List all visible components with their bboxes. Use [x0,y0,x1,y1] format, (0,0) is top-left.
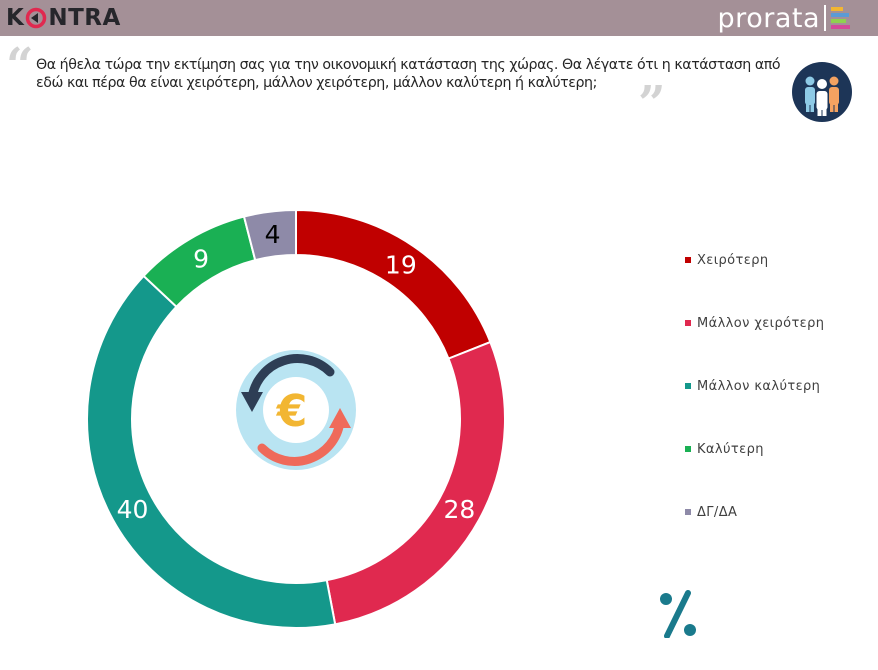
prorata-logo-separator [824,5,826,31]
kontra-logo-rest: NTRA [48,4,121,31]
legend-label: Μάλλον καλύτερη [697,378,821,394]
slice-rather-worse [325,340,506,626]
legend-swatch [685,383,691,389]
slice-rather-better [86,274,337,629]
header-bar: K NTRA prorata [0,0,878,36]
prorata-logo: prorata [718,1,850,35]
legend-item-worse: Χειρότερη [685,250,824,270]
svg-text:€: € [276,386,308,437]
question-text: Θα ήθελα τώρα την εκτίμηση σας για την ο… [36,57,781,91]
legend-swatch [685,320,691,326]
kontra-logo-mark-icon [26,7,47,29]
kontra-logo-k: K [6,4,25,31]
percent-icon [660,590,696,638]
open-quote-icon: “ [6,38,34,94]
legend-item-better: Καλύτερη [685,439,824,459]
legend-label: Μάλλον χειρότερη [697,315,825,331]
legend-swatch [685,509,691,515]
prorata-logo-text: prorata [717,2,820,34]
legend-item-rather-worse: Μάλλον χειρότερη [685,313,824,333]
data-label: 19 [385,251,417,280]
legend-item-dont-know: ΔΓ/ΔΑ [685,502,824,522]
legend-label: ΔΓ/ΔΑ [697,504,738,520]
kontra-logo: K NTRA [6,4,121,32]
slice-worse [295,208,492,360]
donut-data-labels: 19 28 40 9 4 [117,220,476,524]
legend-swatch [685,446,691,452]
legend-swatch [685,257,691,263]
legend-item-rather-better: Μάλλον καλύτερη [685,376,824,396]
people-group-icon [792,62,852,122]
data-label: 4 [265,220,281,249]
legend-label: Καλύτερη [697,441,764,457]
slice-dont-know [242,208,297,262]
data-label: 9 [193,244,209,273]
data-label: 40 [117,495,149,524]
chart-legend: Χειρότερη Μάλλον χειρότερη Μάλλον καλύτε… [685,250,824,565]
data-label: 28 [444,495,476,524]
donut-slices [86,208,506,629]
euro-exchange-icon: € [236,350,356,470]
legend-label: Χειρότερη [697,252,769,268]
prorata-logo-stripes-icon [831,7,850,29]
close-quote-icon: ” [638,76,666,132]
